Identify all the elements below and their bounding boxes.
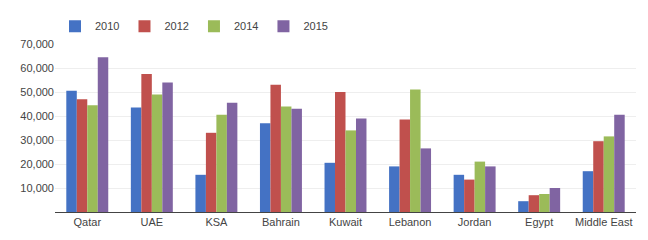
svg-text:UAE: UAE <box>141 216 164 228</box>
svg-text:Qatar: Qatar <box>74 216 102 228</box>
svg-text:2014: 2014 <box>234 20 258 32</box>
svg-text:10,000: 10,000 <box>20 182 54 194</box>
svg-text:20,000: 20,000 <box>20 158 54 170</box>
svg-text:Egypt: Egypt <box>525 216 553 228</box>
svg-text:Middle East: Middle East <box>575 216 632 228</box>
svg-text:2012: 2012 <box>164 20 188 32</box>
svg-text:60,000: 60,000 <box>20 62 54 74</box>
svg-text:Jordan: Jordan <box>458 216 492 228</box>
svg-text:KSA: KSA <box>205 216 228 228</box>
svg-text:30,000: 30,000 <box>20 134 54 146</box>
svg-text:2015: 2015 <box>303 20 327 32</box>
svg-text:50,000: 50,000 <box>20 86 54 98</box>
svg-text:40,000: 40,000 <box>20 110 54 122</box>
svg-text:Kuwait: Kuwait <box>329 216 362 228</box>
svg-text:Bahrain: Bahrain <box>262 216 300 228</box>
svg-text:70,000: 70,000 <box>20 38 54 50</box>
svg-text:2010: 2010 <box>95 20 119 32</box>
svg-text:Lebanon: Lebanon <box>389 216 432 228</box>
